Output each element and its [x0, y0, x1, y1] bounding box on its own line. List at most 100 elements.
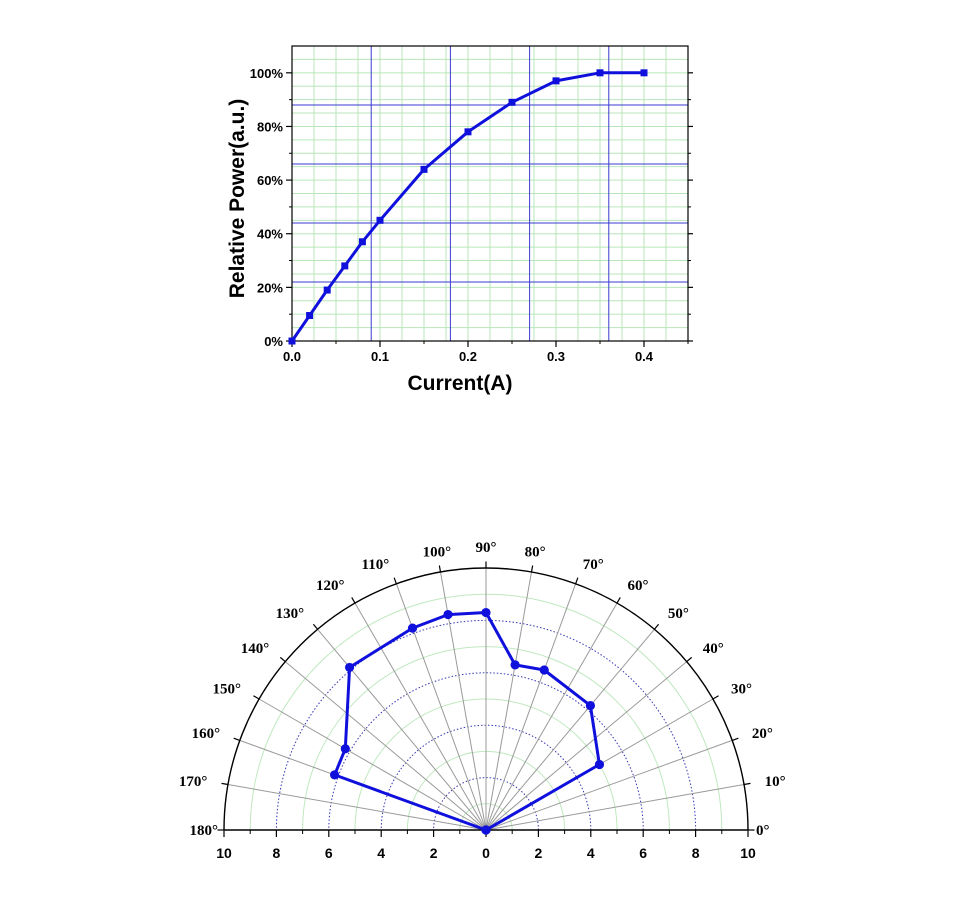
data-point [340, 744, 350, 754]
data-point [464, 128, 472, 136]
angle-tick [686, 656, 693, 663]
angle-spoke [485, 571, 532, 831]
angle-label: 0° [756, 823, 770, 839]
angle-spoke [258, 698, 487, 831]
data-point [596, 69, 604, 77]
data-point [539, 665, 549, 675]
angle-tick [438, 565, 442, 573]
angle-label: 180° [190, 823, 219, 839]
y-tick-label: 60% [257, 173, 283, 188]
data-point [481, 607, 491, 618]
data-point [594, 759, 605, 770]
y-tick-label: 20% [257, 280, 283, 295]
angle-label: 30° [731, 682, 752, 698]
angle-tick [312, 623, 319, 630]
series-line [290, 71, 644, 342]
data-point [344, 662, 355, 673]
data-point [481, 825, 491, 835]
angle-label: 20° [752, 726, 773, 742]
data-point [443, 609, 453, 620]
data-point [358, 238, 366, 246]
angle-tick [653, 623, 660, 630]
data-point [341, 262, 349, 270]
radial-tick-label: 6 [325, 845, 333, 861]
data-point [552, 77, 560, 85]
current-power-line-chart: 0.0 0.1 0.2 0.3 0.4 0% 20% 40% 60% 80% 100% Current… [226, 45, 693, 395]
angle-label: 150° [212, 682, 241, 698]
radial-tick-label: 4 [377, 845, 385, 861]
y-tick-label: 40% [257, 227, 283, 242]
data-point [306, 312, 314, 320]
angle-spoke [227, 784, 487, 831]
angle-tick [731, 737, 739, 741]
radial-tick-label: 0 [482, 845, 490, 861]
angle-label: 120° [316, 578, 345, 594]
series-line [333, 611, 601, 832]
major-ring [380, 724, 592, 831]
angle-label: 160° [192, 726, 221, 742]
angle-spoke [317, 628, 487, 831]
data-point [508, 98, 516, 106]
radial-tick-label: 4 [587, 845, 595, 861]
angle-label: 10° [765, 774, 786, 790]
x-axis-label: Current(A) [408, 372, 513, 395]
angle-label: 170° [179, 774, 208, 790]
angle-label: 40° [703, 641, 724, 657]
y-tick-label: 80% [257, 119, 283, 134]
angle-spoke [485, 602, 618, 831]
angle-label: 110° [362, 557, 390, 573]
angle-spoke [485, 739, 733, 831]
angle-label: 80° [525, 544, 546, 560]
data-point [585, 700, 596, 711]
y-axis-label: Relative Power(a.u.) [226, 99, 249, 299]
radial-tick-label: 10 [740, 845, 756, 861]
angle-label: 90° [476, 540, 497, 556]
angle-spoke [485, 628, 655, 831]
angle-label: 100° [423, 544, 452, 560]
angle-tick [530, 565, 534, 573]
angle-label: 130° [276, 606, 305, 622]
data-point [323, 286, 331, 294]
x-tick-label: 0.4 [635, 349, 654, 364]
angle-spoke [354, 602, 487, 831]
data-point [420, 165, 428, 173]
x-tick-label: 0.3 [547, 349, 565, 364]
angle-tick [253, 695, 260, 700]
angle-tick [233, 737, 241, 741]
radial-tick-label: 2 [430, 845, 438, 861]
radial-tick-label: 6 [639, 845, 647, 861]
angle-tick [616, 597, 621, 604]
x-tick-label: 0.2 [459, 349, 477, 364]
data-point [376, 216, 384, 224]
angle-spoke [485, 784, 745, 831]
angle-tick [575, 577, 579, 585]
data-point [288, 337, 296, 345]
radiation-polar-chart: 0° 10° 20° 30° 40° 50° 60° 70° 80° 90° 100° 110° 120… [179, 540, 786, 861]
data-point [510, 660, 520, 670]
angle-tick [279, 656, 286, 663]
angle-spoke [485, 661, 688, 831]
data-point [329, 770, 340, 780]
x-tick-label: 0.1 [371, 349, 389, 364]
radial-tick-label: 8 [692, 845, 700, 861]
angle-label: 50° [668, 606, 689, 622]
angle-tick [393, 577, 397, 585]
radial-tick-label: 10 [216, 845, 232, 861]
radial-tick-label: 8 [273, 845, 281, 861]
angle-tick [743, 782, 751, 786]
angle-label: 140° [241, 641, 270, 657]
angle-label: 60° [627, 578, 648, 594]
y-tick-label: 0% [264, 334, 283, 349]
angle-spoke [395, 583, 487, 831]
angle-tick [712, 695, 719, 700]
radial-tick-label: 2 [535, 845, 543, 861]
x-tick-label: 0.0 [283, 349, 301, 364]
angle-label: 70° [583, 557, 604, 573]
data-point [640, 69, 648, 77]
y-tick-label: 100% [250, 66, 284, 81]
angle-spoke [485, 583, 577, 831]
major-ring [433, 777, 539, 831]
angle-tick [351, 597, 356, 604]
data-point [407, 623, 418, 633]
